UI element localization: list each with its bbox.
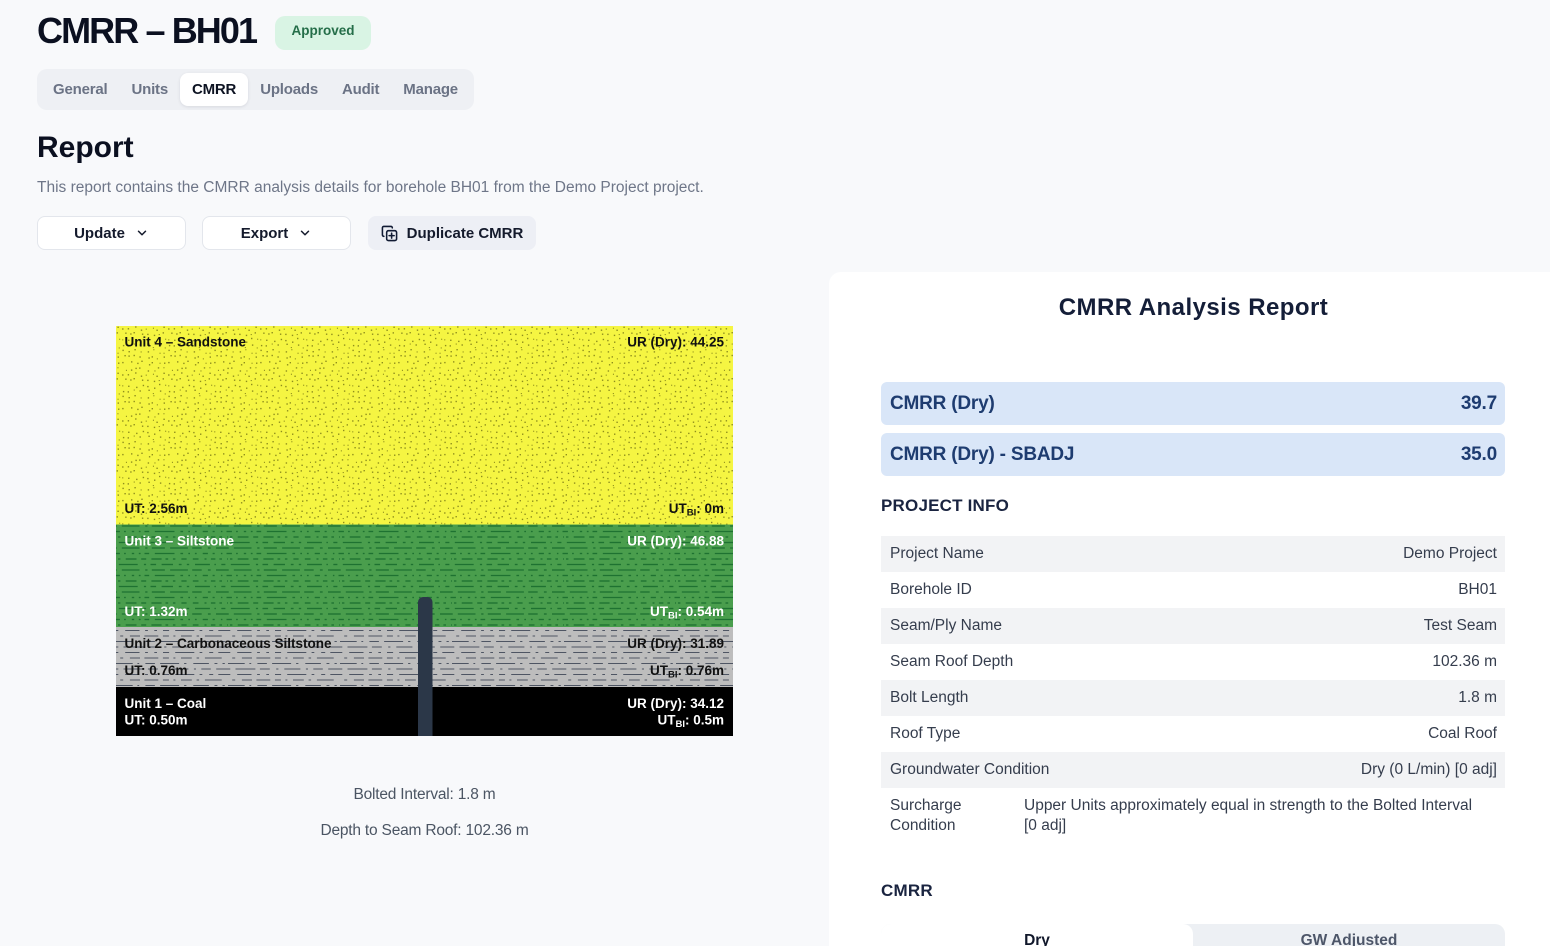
svg-text:Unit 2 – Carbonaceous Siltston: Unit 2 – Carbonaceous Siltstone [125,636,333,651]
svg-text:UTBI: 0.76m: UTBI: 0.76m [650,663,724,681]
svg-text:UT: 2.56m: UT: 2.56m [125,501,188,516]
svg-text:Unit 4 – Sandstone: Unit 4 – Sandstone [125,335,247,350]
svg-text:UT: 1.32m: UT: 1.32m [125,604,188,619]
svg-text:UTBI: 0m: UTBI: 0m [669,501,724,519]
svg-text:UR (Dry): 44.25: UR (Dry): 44.25 [627,335,724,350]
svg-text:UT: 0.76m: UT: 0.76m [125,663,188,678]
svg-text:Unit 1 – Coal: Unit 1 – Coal [125,696,207,711]
svg-text:UR (Dry): 46.88: UR (Dry): 46.88 [627,534,724,549]
svg-text:UR (Dry): 31.89: UR (Dry): 31.89 [627,636,724,651]
svg-text:UT: 0.50m: UT: 0.50m [125,713,188,728]
svg-text:UR (Dry): 34.12: UR (Dry): 34.12 [627,696,724,711]
svg-text:Unit 3 – Siltstone: Unit 3 – Siltstone [125,534,235,549]
svg-text:UTBI: 0.54m: UTBI: 0.54m [650,604,724,622]
svg-text:UTBI: 0.5m: UTBI: 0.5m [657,713,724,731]
